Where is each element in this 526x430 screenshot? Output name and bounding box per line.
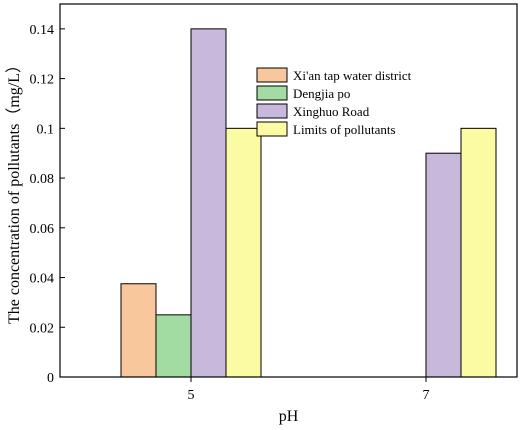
legend-swatch <box>256 121 288 137</box>
x-tick-label: 5 <box>188 388 195 403</box>
y-tick-label: 0.1 <box>37 122 55 137</box>
y-tick-label: 0.04 <box>30 272 55 287</box>
plot-frame <box>59 3 518 378</box>
y-tick-label: 0.14 <box>30 23 55 38</box>
bar-dengjia-po-ph-5 <box>155 314 192 378</box>
bar-limits-of-pollutants-ph-7 <box>460 127 497 378</box>
y-tick-label: 0.08 <box>30 172 55 187</box>
y-tick-label: 0.02 <box>30 321 55 336</box>
legend: Xi'an tap water district Dengjia po Xinghu… <box>256 67 412 137</box>
legend-swatch <box>256 103 288 119</box>
bars-layer <box>120 28 497 378</box>
y-axis-title: The concentration of pollutants（mg/L） <box>5 57 23 324</box>
x-axis-title: pH <box>279 408 299 425</box>
legend-label: Dengjia po <box>293 86 350 101</box>
bar-xi-an-tap-water-district-ph-5 <box>120 283 157 378</box>
legend-label: Xi'an tap water district <box>293 68 412 83</box>
legend-swatch <box>256 85 288 101</box>
y-tick-label: 0.12 <box>30 73 55 88</box>
legend-label: Xinghuo Road <box>293 104 370 119</box>
bar-xinghuo-road-ph-5 <box>190 28 227 378</box>
bar-limits-of-pollutants-ph-5 <box>225 127 262 378</box>
axes-layer: 0 0.02 0.04 0.06 0.08 0.1 0.12 0.14 5 7 <box>30 3 518 403</box>
x-tick-label: 7 <box>423 388 430 403</box>
y-tick-label: 0 <box>47 371 54 386</box>
legend-label: Limits of pollutants <box>293 122 396 137</box>
bar-xinghuo-road-ph-7 <box>425 152 462 378</box>
legend-swatch <box>256 67 288 83</box>
y-tick-label: 0.06 <box>30 222 55 237</box>
